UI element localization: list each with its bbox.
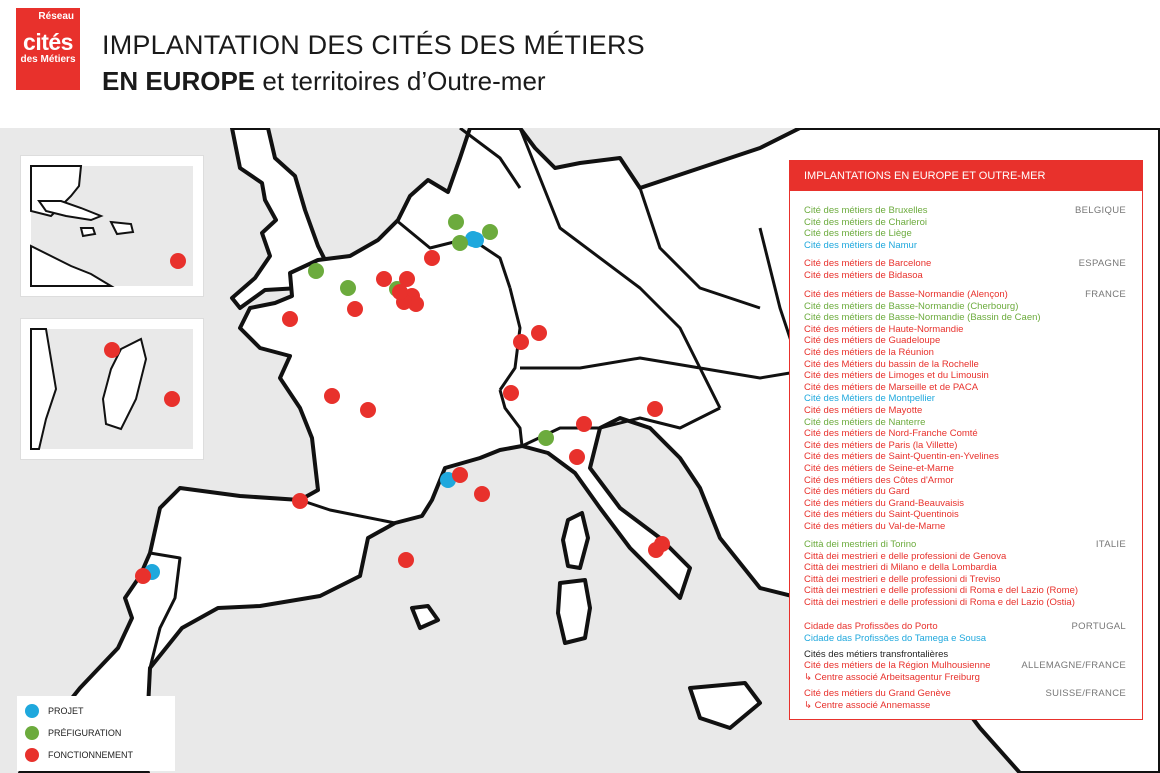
panel-country-label: ITALIE xyxy=(1095,539,1126,550)
germany-east-border xyxy=(518,128,702,369)
panel-item: Cité des métiers du Saint-Quentinois xyxy=(804,509,959,521)
panel-country-label: FRANCE xyxy=(1085,289,1126,300)
panel-country-label: ESPAGNE xyxy=(1078,258,1126,269)
panel-item: Cité des métiers de Haute-Normandie xyxy=(804,323,964,335)
panel-item: Cité des métiers du Grand Genève xyxy=(804,688,951,699)
panel-group: PORTUGAL Cidade das Profissões do Porto Ci… xyxy=(804,621,1134,644)
panel-group: ESPAGNE Cité des métiers de Barcelone Cité… xyxy=(804,258,1134,281)
panel-item: Cité des Métiers du bassin de la Rochell… xyxy=(804,358,979,370)
panel-country-label: SUISSE/FRANCE xyxy=(1045,688,1126,699)
panel-item: Città dei mestrieri di Torino xyxy=(804,539,917,550)
panel-group: ALLEMAGNE/FRANCE Cité des métiers de la R… xyxy=(804,660,1134,683)
logo-cites-text: cités xyxy=(23,29,73,55)
panel-item: Cité des métiers de Basse-Normandie (Che… xyxy=(804,300,1019,312)
caribbean-inset-svg xyxy=(30,165,193,287)
implantations-panel: IMPLANTATIONS EN EUROPE ET OUTRE-MER BEL… xyxy=(789,160,1143,720)
corsica-shape xyxy=(561,511,590,570)
mallorca-shape xyxy=(410,604,440,630)
panel-item: Cité des métiers de la Région Mulhousien… xyxy=(804,660,991,671)
legend-fonctionnement-dot xyxy=(25,748,39,762)
sardinia-shape xyxy=(556,578,592,645)
legend-prefiguration: PRÉFIGURATION xyxy=(25,726,121,740)
panel-group: ITALIE Città dei mestrieri di Torino Città… xyxy=(804,539,1134,609)
panel-item: Cité des métiers de la Réunion xyxy=(804,346,934,358)
panel-item: Cité des métiers de Basse-Normandie (Ale… xyxy=(804,289,1008,300)
panel-item: Cité des métiers de Seine-et-Marne xyxy=(804,462,954,474)
panel-item: Cité des métiers de Barcelone xyxy=(804,258,932,269)
page-title-bold: EN EUROPE xyxy=(102,66,256,96)
poland-border xyxy=(638,187,761,310)
panel-group: FRANCE Cité des métiers de Basse-Normandi… xyxy=(804,289,1134,532)
panel-item: Cité des métiers de Charleroi xyxy=(804,216,928,228)
panel-item: Cités des métiers transfrontalières xyxy=(804,649,949,660)
panel-item: Cité des métiers de Liège xyxy=(804,228,912,240)
legend: PROJET PRÉFIGURATION FONCTIONNEMENT xyxy=(17,696,175,771)
legend-projet: PROJET xyxy=(25,704,84,718)
panel-item: Cité des métiers de Nanterre xyxy=(804,416,926,428)
legend-fonctionnement-label: FONCTIONNEMENT xyxy=(48,750,133,760)
panel-item: Cité des métiers des Côtes d'Armor xyxy=(804,474,954,486)
panel-item: Città dei mestrieri e delle professioni … xyxy=(804,573,1001,585)
panel-item: Cité des métiers de Nord-Franche Comté xyxy=(804,428,978,440)
panel-item: Cité des métiers de Saint-Quentin-en-Yve… xyxy=(804,451,999,463)
france-spain-border xyxy=(299,498,396,525)
caribbean-inset xyxy=(20,155,204,297)
france-switzerland-border xyxy=(498,389,524,447)
panel-item: ↳ Centre associé Annemasse xyxy=(804,699,931,711)
panel-item: Cité des métiers de Limoges et du Limous… xyxy=(804,370,989,382)
legend-projet-dot xyxy=(25,704,39,718)
page-title-line1: IMPLANTATION DES CITÉS DES MÉTIERS xyxy=(102,30,645,60)
panel-country-label: BELGIQUE xyxy=(1075,205,1126,216)
panel-country-label: PORTUGAL xyxy=(1071,621,1126,632)
panel-group: Cités des métiers transfrontalières xyxy=(804,649,1134,661)
indian-ocean-inset-svg xyxy=(30,328,193,450)
page-title-line2: EN EUROPE et territoires d’Outre-mer xyxy=(102,66,546,97)
panel-item: Cité des métiers de Namur xyxy=(804,239,917,251)
danmark-border xyxy=(459,128,522,189)
panel-item: Cidade das Profissões do Tamega e Sousa xyxy=(804,632,987,644)
panel-item: Cité des métiers de Bruxelles xyxy=(804,205,928,216)
panel-item: Città dei mestrieri di Milano e della Lo… xyxy=(804,562,997,574)
panel-group: BELGIQUE Cité des métiers de Bruxelles Cit… xyxy=(804,205,1134,251)
spain-portugal-border xyxy=(148,551,182,669)
header: Réseau cités des Métiers IMPLANTATION DE… xyxy=(0,0,1160,129)
panel-item: Città dei mestrieri e delle professioni … xyxy=(804,585,1079,597)
panel-item: Cité des métiers du Gard xyxy=(804,486,910,498)
logo-metiers-text: des Métiers xyxy=(20,54,76,65)
indian-ocean-inset xyxy=(20,318,204,460)
panel-item: Cidade das Profissões do Porto xyxy=(804,621,938,632)
legend-prefiguration-label: PRÉFIGURATION xyxy=(48,728,122,738)
panel-item: Cité des métiers de Basse-Normandie (Bas… xyxy=(804,312,1041,324)
panel-item: Città dei mestrieri e delle professioni … xyxy=(804,550,1007,562)
logo-reseau-text: Réseau xyxy=(38,11,74,22)
panel-item: Cité des Métiers de Montpellier xyxy=(804,393,935,405)
panel-item: Cité des métiers de Guadeloupe xyxy=(804,335,941,347)
panel-item: Cité des métiers du Val-de-Marne xyxy=(804,520,946,532)
panel-item: ↳ Centre associé Arbeitsagentur Freiburg xyxy=(804,671,980,683)
panel-title: IMPLANTATIONS EN EUROPE ET OUTRE-MER xyxy=(790,161,1142,191)
sicily-shape xyxy=(688,681,762,730)
panel-country-label: ALLEMAGNE/FRANCE xyxy=(1021,660,1126,671)
panel-group: SUISSE/FRANCE Cité des métiers du Grand G… xyxy=(804,688,1134,711)
panel-item: Cité des métiers de Marseille et de PACA xyxy=(804,381,979,393)
panel-item: Cité des métiers du Grand-Beauvaisis xyxy=(804,497,964,509)
alps-border xyxy=(520,356,722,409)
legend-projet-label: PROJET xyxy=(48,706,84,716)
legend-fonctionnement: FONCTIONNEMENT xyxy=(25,748,133,762)
panel-item: Cité des métiers de Mayotte xyxy=(804,404,923,416)
panel-item: Cité des métiers de Paris (la Villette) xyxy=(804,439,958,451)
europe-map: PROJET PRÉFIGURATION FONCTIONNEMENT IMPL… xyxy=(0,128,1160,773)
austria-border xyxy=(599,406,721,430)
legend-prefiguration-dot xyxy=(25,726,39,740)
panel-item: Cité des métiers de Bidasoa xyxy=(804,269,923,281)
panel-item: Città dei mestrieri e delle professioni … xyxy=(804,596,1075,608)
great-britain-shape xyxy=(230,128,332,310)
reseau-cites-des-metiers-logo: Réseau cités des Métiers xyxy=(16,8,80,90)
page-title-rest: et territoires d’Outre-mer xyxy=(255,66,546,96)
